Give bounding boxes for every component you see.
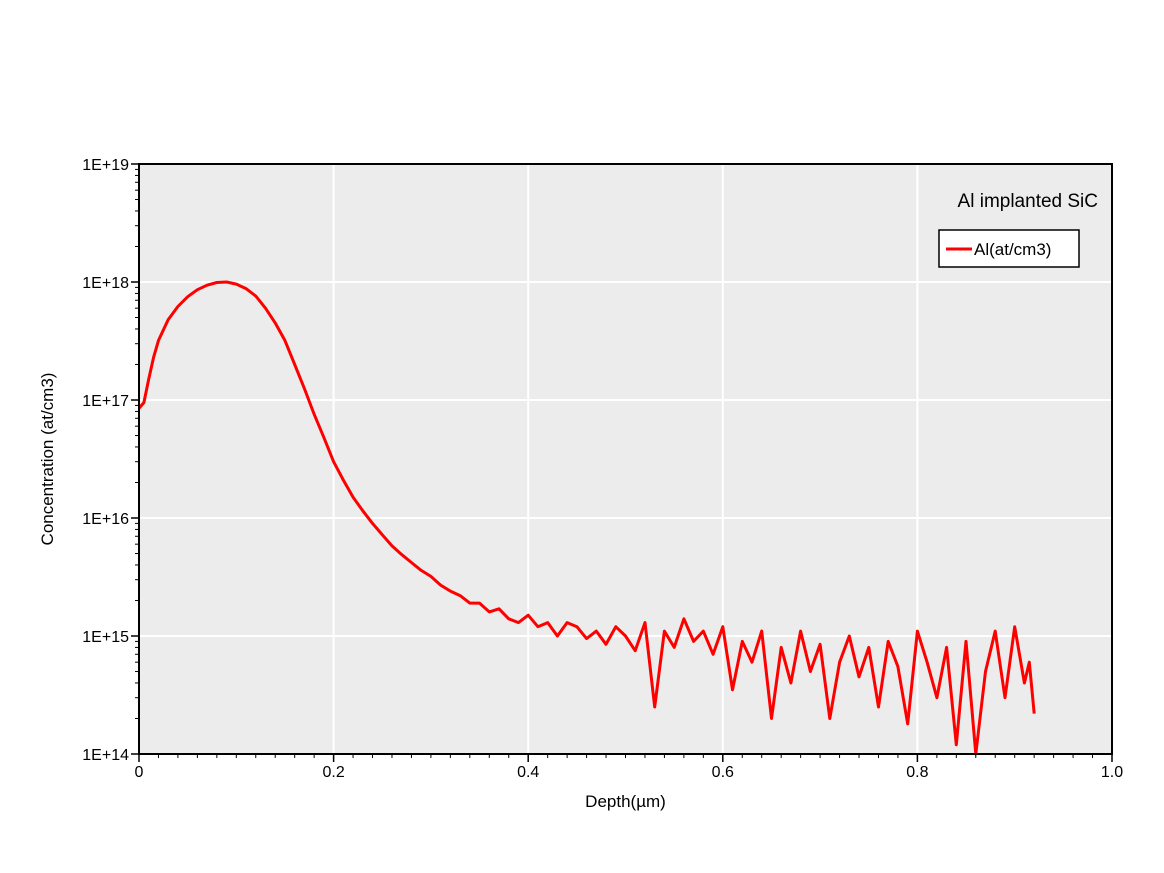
legend-label: Al(at/cm3): [974, 240, 1051, 259]
y-tick-label: 1E+16: [82, 511, 129, 528]
x-tick-label: 0.8: [906, 764, 928, 781]
series-line: [137, 280, 1036, 756]
x-tick-label: 0.6: [712, 764, 734, 781]
y-tick-label: 1E+19: [82, 157, 129, 174]
y-tick-label: 1E+15: [82, 629, 129, 646]
x-axis-title: Depth(µm): [585, 792, 666, 811]
legend: Al(at/cm3): [938, 229, 1080, 268]
y-tick-label: 1E+17: [82, 393, 129, 410]
y-tick-label: 1E+18: [82, 275, 129, 292]
x-tick-label: 0.4: [517, 764, 539, 781]
series-layer: [137, 280, 1036, 756]
x-tick-label: 0: [135, 764, 144, 781]
x-tick-label: 1.0: [1101, 764, 1123, 781]
y-axis-title: Concentration (at/cm3): [38, 373, 57, 546]
y-tick-label: 1E+14: [82, 747, 129, 764]
ticks: 0 0.2 0.4 0.6 0.8 1.0 1E+14 1E+15 1E+16 1E+17 1E+1…: [82, 157, 1123, 781]
chart-annotation: Al implanted SiC: [958, 191, 1098, 212]
x-tick-label: 0.2: [322, 764, 344, 781]
